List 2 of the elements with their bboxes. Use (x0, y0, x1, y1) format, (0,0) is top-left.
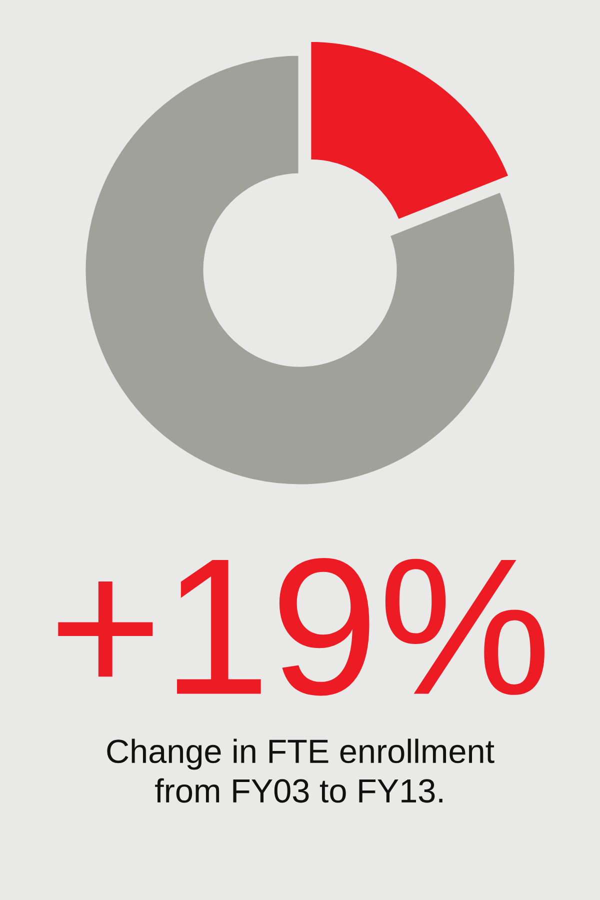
text: +19% (58, 558, 544, 696)
text: Change in FTE enrollment from FY03 to FY13. (107, 738, 494, 803)
